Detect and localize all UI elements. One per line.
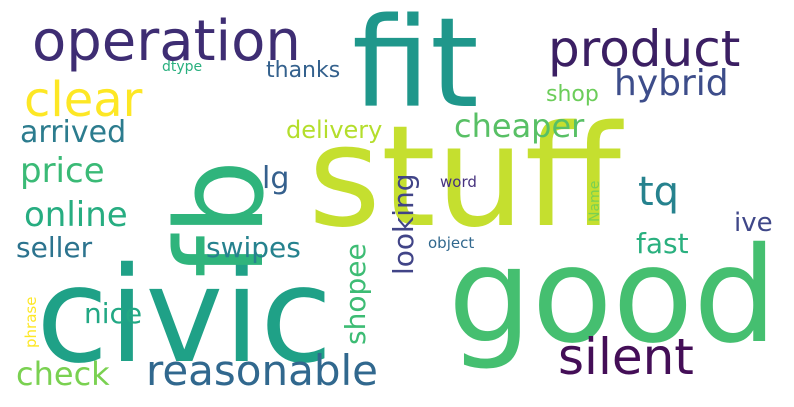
word-silent: silent (558, 328, 694, 386)
word-looking: looking (387, 173, 420, 275)
word-price: price (20, 151, 105, 191)
word-hybrid: hybrid (614, 63, 729, 104)
word-check: check (16, 355, 110, 393)
word-reasonable: reasonable (146, 346, 379, 395)
word-nice: nice (84, 297, 143, 330)
word-shopee: shopee (339, 243, 372, 345)
word-stuff: stuff (308, 96, 622, 259)
word-cheaper: cheaper (454, 107, 585, 145)
word-tq: tq (638, 169, 680, 215)
word-operation: operation (32, 9, 301, 74)
word-delivery: delivery (286, 116, 383, 144)
word-fast: fast (636, 227, 689, 260)
word-thanks: thanks (266, 58, 341, 83)
word-civic: civic (36, 239, 333, 393)
word-object: object (428, 234, 475, 252)
word-word: word (440, 173, 477, 191)
word-online: online (24, 195, 128, 235)
word-arrived: arrived (20, 115, 127, 150)
word-product: product (548, 20, 741, 78)
word-shop: shop (546, 82, 599, 107)
word-swipes: swipes (206, 231, 301, 264)
word-fit: fit (352, 0, 479, 136)
word-clear: clear (24, 72, 143, 128)
word-phrase: phrase (22, 296, 40, 348)
word-name: Name (587, 180, 603, 222)
word-seller: seller (16, 231, 93, 264)
word-good: good (448, 219, 778, 373)
word-dtype: dtype (162, 59, 203, 75)
word-lg: lg (262, 161, 290, 196)
word-ive: ive (734, 208, 773, 238)
